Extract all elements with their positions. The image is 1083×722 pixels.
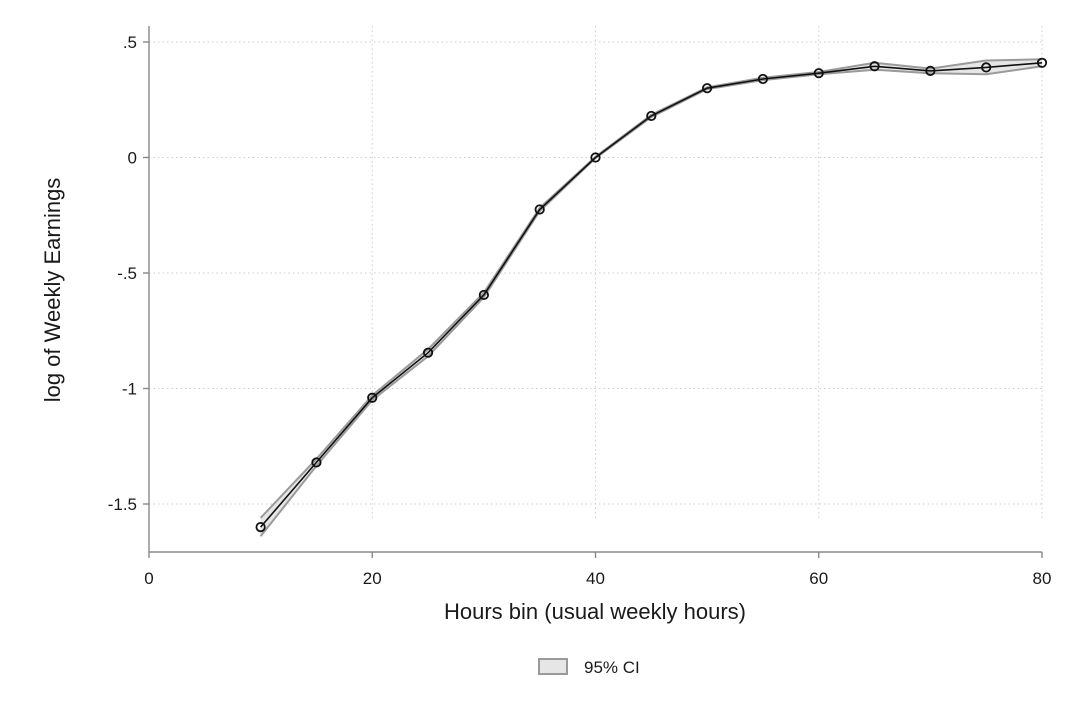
x-tick-label: 20 (363, 569, 382, 588)
y-tick-label: -1 (122, 380, 137, 399)
legend: 95% CI (538, 658, 640, 677)
data-point (757, 73, 769, 85)
x-tick-label: 80 (1033, 569, 1052, 588)
y-axis-title: log of Weekly Earnings (40, 178, 65, 403)
ci-upper-line (259, 58, 1043, 519)
data-point (925, 65, 936, 76)
ci-area (260, 59, 1043, 537)
data-point (1036, 57, 1048, 68)
y-tick-label: .5 (123, 33, 137, 52)
y-tick-label: 0 (128, 149, 137, 168)
grid (149, 26, 1043, 520)
confidence-band (259, 58, 1043, 537)
x-tick-label: 60 (809, 569, 828, 588)
data-point (813, 68, 824, 79)
data-point (590, 152, 601, 163)
data-point (869, 61, 880, 72)
legend-swatch-ci (538, 658, 568, 675)
data-point (981, 62, 992, 73)
x-axis-title: Hours bin (usual weekly hours) (444, 599, 746, 624)
data-point (646, 110, 657, 122)
x-tick-label: 40 (586, 569, 605, 588)
axes: -1.5 -1 -.5 0 .5 0 20 40 60 80 (108, 26, 1052, 588)
y-tick-label: -1.5 (108, 495, 137, 514)
data-point (702, 83, 713, 94)
data-point (534, 204, 545, 215)
legend-label-ci: 95% CI (584, 658, 640, 677)
y-tick-label: -.5 (117, 264, 137, 283)
data-point (367, 392, 378, 403)
x-tick-label: 0 (144, 569, 153, 588)
data-point (311, 457, 322, 468)
data-point (478, 289, 489, 301)
series-layer (255, 57, 1048, 533)
ci-lower-line (259, 65, 1043, 537)
series-line (259, 62, 1043, 528)
data-point (422, 347, 434, 358)
data-point (255, 521, 266, 533)
